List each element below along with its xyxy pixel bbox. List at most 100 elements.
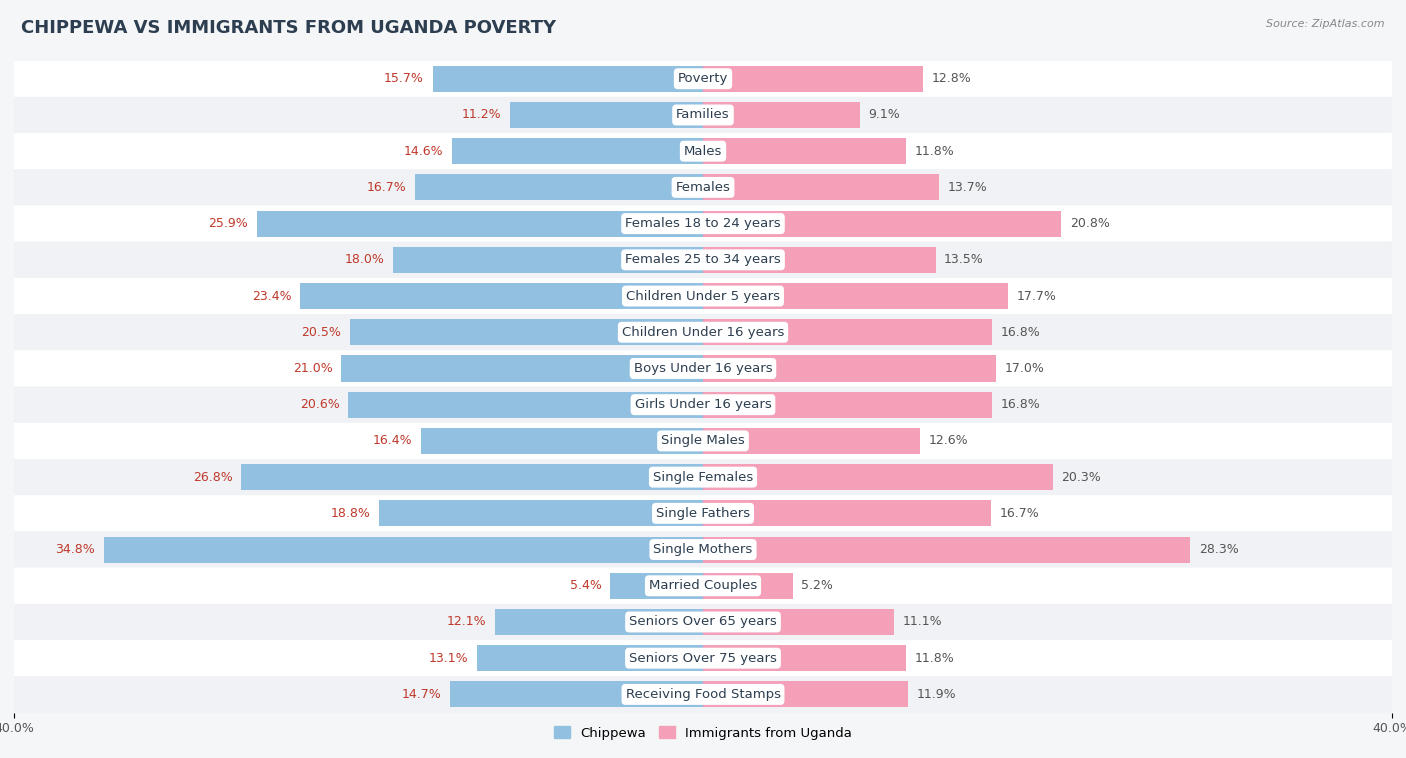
Text: Children Under 16 years: Children Under 16 years bbox=[621, 326, 785, 339]
Text: Seniors Over 65 years: Seniors Over 65 years bbox=[628, 615, 778, 628]
Bar bbox=[349, 392, 703, 418]
Text: 17.7%: 17.7% bbox=[1017, 290, 1056, 302]
Text: Poverty: Poverty bbox=[678, 72, 728, 85]
FancyBboxPatch shape bbox=[14, 495, 1392, 531]
Text: Females: Females bbox=[675, 181, 731, 194]
Text: 34.8%: 34.8% bbox=[55, 543, 96, 556]
Bar bbox=[703, 102, 859, 128]
Bar bbox=[342, 356, 703, 381]
Text: 16.4%: 16.4% bbox=[373, 434, 412, 447]
Text: 12.8%: 12.8% bbox=[932, 72, 972, 85]
Text: 26.8%: 26.8% bbox=[193, 471, 233, 484]
Text: 11.1%: 11.1% bbox=[903, 615, 942, 628]
Bar bbox=[703, 319, 993, 346]
Text: 5.4%: 5.4% bbox=[569, 579, 602, 592]
Bar bbox=[415, 174, 703, 200]
Text: 20.6%: 20.6% bbox=[299, 398, 340, 411]
FancyBboxPatch shape bbox=[14, 676, 1392, 713]
FancyBboxPatch shape bbox=[14, 61, 1392, 97]
Text: 5.2%: 5.2% bbox=[801, 579, 832, 592]
Bar bbox=[433, 66, 703, 92]
Bar bbox=[104, 537, 703, 562]
Bar bbox=[350, 319, 703, 346]
Text: Source: ZipAtlas.com: Source: ZipAtlas.com bbox=[1267, 19, 1385, 29]
Text: Females 18 to 24 years: Females 18 to 24 years bbox=[626, 217, 780, 230]
Bar bbox=[703, 573, 793, 599]
Bar bbox=[257, 211, 703, 236]
Text: 13.1%: 13.1% bbox=[429, 652, 468, 665]
FancyBboxPatch shape bbox=[14, 242, 1392, 278]
Text: 23.4%: 23.4% bbox=[252, 290, 291, 302]
FancyBboxPatch shape bbox=[14, 278, 1392, 314]
Bar bbox=[703, 392, 993, 418]
Bar bbox=[610, 573, 703, 599]
Bar bbox=[703, 464, 1053, 490]
Text: 21.0%: 21.0% bbox=[292, 362, 333, 375]
FancyBboxPatch shape bbox=[14, 423, 1392, 459]
FancyBboxPatch shape bbox=[14, 568, 1392, 604]
Bar bbox=[703, 500, 991, 526]
Text: 20.3%: 20.3% bbox=[1062, 471, 1101, 484]
FancyBboxPatch shape bbox=[14, 133, 1392, 169]
Text: Children Under 5 years: Children Under 5 years bbox=[626, 290, 780, 302]
Legend: Chippewa, Immigrants from Uganda: Chippewa, Immigrants from Uganda bbox=[548, 721, 858, 745]
Text: 17.0%: 17.0% bbox=[1004, 362, 1045, 375]
Bar bbox=[495, 609, 703, 635]
Text: Single Fathers: Single Fathers bbox=[657, 507, 749, 520]
Bar bbox=[392, 247, 703, 273]
Bar bbox=[703, 645, 907, 672]
Text: 14.6%: 14.6% bbox=[404, 145, 443, 158]
Text: Receiving Food Stamps: Receiving Food Stamps bbox=[626, 688, 780, 701]
Text: Females 25 to 34 years: Females 25 to 34 years bbox=[626, 253, 780, 266]
Text: 11.2%: 11.2% bbox=[461, 108, 502, 121]
Text: 13.5%: 13.5% bbox=[945, 253, 984, 266]
Text: 12.6%: 12.6% bbox=[928, 434, 969, 447]
Bar bbox=[420, 428, 703, 454]
FancyBboxPatch shape bbox=[14, 531, 1392, 568]
Text: 11.8%: 11.8% bbox=[915, 145, 955, 158]
Text: 18.0%: 18.0% bbox=[344, 253, 384, 266]
Bar bbox=[703, 283, 1008, 309]
FancyBboxPatch shape bbox=[14, 350, 1392, 387]
Text: Families: Families bbox=[676, 108, 730, 121]
Text: CHIPPEWA VS IMMIGRANTS FROM UGANDA POVERTY: CHIPPEWA VS IMMIGRANTS FROM UGANDA POVER… bbox=[21, 19, 557, 37]
Text: Single Mothers: Single Mothers bbox=[654, 543, 752, 556]
Text: 11.9%: 11.9% bbox=[917, 688, 956, 701]
Text: Males: Males bbox=[683, 145, 723, 158]
FancyBboxPatch shape bbox=[14, 169, 1392, 205]
Bar bbox=[703, 211, 1062, 236]
FancyBboxPatch shape bbox=[14, 314, 1392, 350]
Text: 15.7%: 15.7% bbox=[384, 72, 425, 85]
Text: 16.7%: 16.7% bbox=[1000, 507, 1039, 520]
Bar bbox=[451, 138, 703, 164]
Bar bbox=[450, 681, 703, 707]
Bar bbox=[242, 464, 703, 490]
Bar bbox=[703, 428, 920, 454]
FancyBboxPatch shape bbox=[14, 97, 1392, 133]
Bar bbox=[380, 500, 703, 526]
FancyBboxPatch shape bbox=[14, 604, 1392, 640]
FancyBboxPatch shape bbox=[14, 459, 1392, 495]
Bar bbox=[703, 174, 939, 200]
Text: Boys Under 16 years: Boys Under 16 years bbox=[634, 362, 772, 375]
FancyBboxPatch shape bbox=[14, 387, 1392, 423]
Text: Girls Under 16 years: Girls Under 16 years bbox=[634, 398, 772, 411]
Text: 20.8%: 20.8% bbox=[1070, 217, 1109, 230]
Text: Single Females: Single Females bbox=[652, 471, 754, 484]
Bar bbox=[703, 537, 1191, 562]
FancyBboxPatch shape bbox=[14, 205, 1392, 242]
Text: Married Couples: Married Couples bbox=[650, 579, 756, 592]
Text: 25.9%: 25.9% bbox=[208, 217, 249, 230]
Text: 11.8%: 11.8% bbox=[915, 652, 955, 665]
Bar bbox=[703, 66, 924, 92]
Text: 9.1%: 9.1% bbox=[869, 108, 900, 121]
Bar bbox=[703, 609, 894, 635]
Bar bbox=[703, 138, 907, 164]
Text: 14.7%: 14.7% bbox=[402, 688, 441, 701]
Text: 16.8%: 16.8% bbox=[1001, 398, 1040, 411]
Bar bbox=[703, 681, 908, 707]
Text: Single Males: Single Males bbox=[661, 434, 745, 447]
Text: Seniors Over 75 years: Seniors Over 75 years bbox=[628, 652, 778, 665]
Text: 13.7%: 13.7% bbox=[948, 181, 987, 194]
Bar bbox=[703, 247, 935, 273]
